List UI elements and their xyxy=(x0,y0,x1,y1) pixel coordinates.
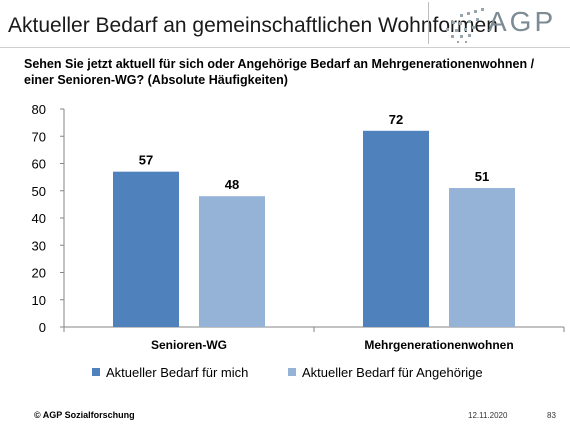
bar-2-1 xyxy=(199,196,265,327)
page-title: Aktueller Bedarf an gemeinschaftlichen W… xyxy=(8,14,498,37)
y-tick-label: 50 xyxy=(32,184,46,199)
data-label: 57 xyxy=(139,153,153,168)
y-tick-label: 0 xyxy=(39,320,46,335)
chart-legend: Aktueller Bedarf für mich Aktueller Beda… xyxy=(92,364,519,380)
bar-1-1 xyxy=(113,171,179,327)
legend-item-series-2: Aktueller Bedarf für Angehörige xyxy=(287,364,483,380)
legend-item-series-1: Aktueller Bedarf für mich xyxy=(92,365,248,380)
agp-logo-dots-icon xyxy=(446,8,484,43)
bar-1-2 xyxy=(363,130,429,327)
footer-page-number: 83 xyxy=(547,411,556,420)
x-category-label: Mehrgenerationenwohnen xyxy=(364,338,513,352)
header-divider xyxy=(428,2,429,44)
y-tick-label: 40 xyxy=(32,211,46,226)
data-label: 51 xyxy=(475,169,489,184)
data-label: 72 xyxy=(389,112,403,127)
x-category-label: Senioren-WG xyxy=(151,338,227,352)
y-tick-label: 30 xyxy=(32,238,46,253)
legend-label-series-1: Aktueller Bedarf für mich xyxy=(106,364,249,380)
y-tick-label: 60 xyxy=(32,157,46,172)
footer-copyright: © AGP Sozialforschung xyxy=(34,410,135,420)
chart-title: Sehen Sie jetzt aktuell für sich oder An… xyxy=(24,57,535,87)
agp-logo: AGP xyxy=(488,6,557,37)
legend-swatch-series-2 xyxy=(287,368,296,376)
y-tick-label: 20 xyxy=(32,266,46,281)
bar-chart: 0 10 20 30 40 50 60 70 80 57 48 Senioren-WG 72 51 Mehr… xyxy=(32,102,565,352)
legend-label-series-2: Aktueller Bedarf für Angehörige xyxy=(301,364,483,380)
data-label: 48 xyxy=(225,177,239,192)
header-rule xyxy=(0,47,570,48)
y-tick-label: 10 xyxy=(32,293,46,308)
y-tick-label: 70 xyxy=(32,129,46,144)
y-tick-label: 80 xyxy=(32,102,46,117)
legend-swatch-series-1 xyxy=(92,368,100,376)
footer-date: 12.11.2020 xyxy=(468,411,508,420)
bar-2-2 xyxy=(449,188,515,327)
